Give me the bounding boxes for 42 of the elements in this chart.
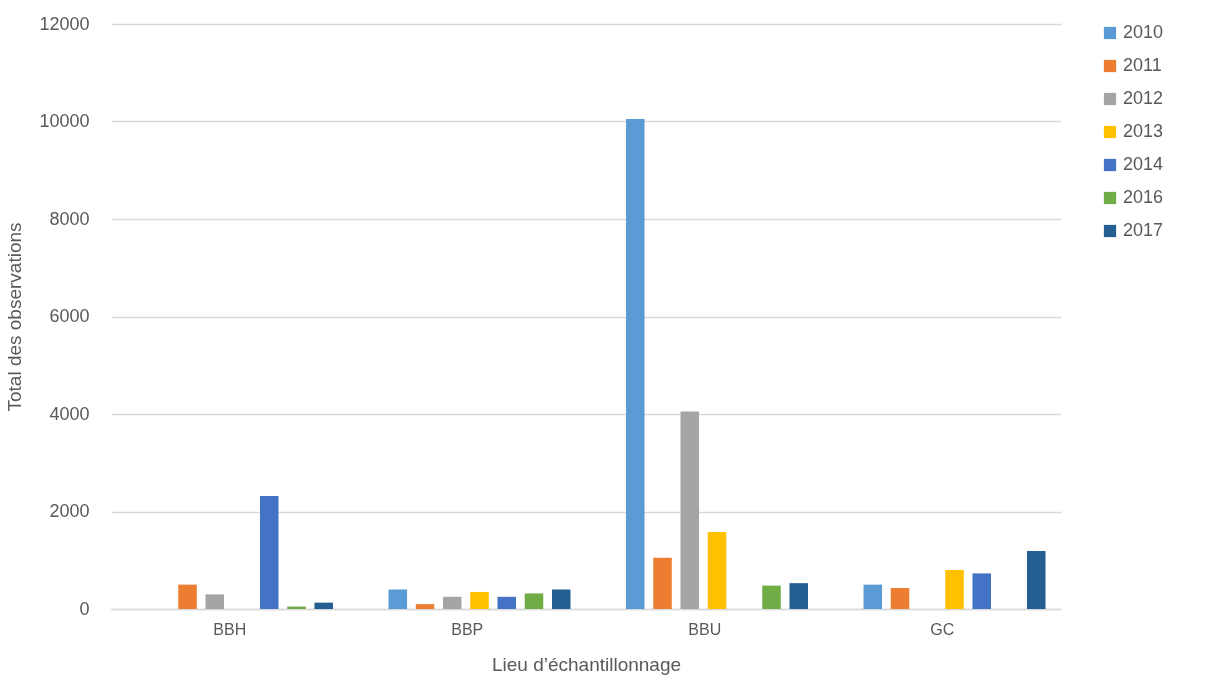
y-tick-label: 6000 xyxy=(49,306,90,326)
bar xyxy=(890,588,910,609)
x-tick-label: BBP xyxy=(451,620,484,638)
bar xyxy=(470,591,489,609)
bar xyxy=(863,584,883,609)
bar xyxy=(415,604,435,609)
bar xyxy=(443,596,462,609)
bar xyxy=(653,557,672,609)
bar xyxy=(551,589,571,609)
y-tick-label: 8000 xyxy=(49,208,90,229)
bar xyxy=(972,573,992,609)
y-axis-title: Total des observations xyxy=(4,222,26,412)
y-tick-label: 4000 xyxy=(49,403,90,424)
x-axis-title: Lieu d’échantillonnage xyxy=(491,653,682,675)
bar xyxy=(497,596,517,609)
bar xyxy=(626,119,645,609)
legend-label: 2012 xyxy=(1123,88,1164,108)
bar xyxy=(178,584,197,609)
bar xyxy=(524,593,544,609)
bar xyxy=(1026,550,1046,609)
bar xyxy=(789,583,808,609)
bar xyxy=(314,602,333,609)
bar xyxy=(205,594,225,609)
x-tick-label: GC xyxy=(930,620,955,638)
y-tick-label: 12000 xyxy=(39,13,90,34)
bar xyxy=(945,570,964,609)
legend-label: 2017 xyxy=(1123,220,1164,240)
bar xyxy=(707,531,727,609)
y-tick-label: 10000 xyxy=(39,111,90,131)
legend-label: 2010 xyxy=(1123,22,1164,42)
bar xyxy=(388,589,408,609)
y-tick-label: 0 xyxy=(79,598,90,619)
bar xyxy=(762,585,781,609)
legend-label: 2013 xyxy=(1123,121,1164,141)
legend-label: 2016 xyxy=(1123,187,1164,207)
x-tick-label: BBU xyxy=(688,620,722,638)
legend-label: 2014 xyxy=(1123,154,1164,174)
bar xyxy=(680,411,700,609)
bar xyxy=(259,495,279,609)
legend-label: 2011 xyxy=(1123,55,1162,75)
x-tick-label: BBH xyxy=(213,620,247,638)
y-tick-label: 2000 xyxy=(49,501,90,521)
